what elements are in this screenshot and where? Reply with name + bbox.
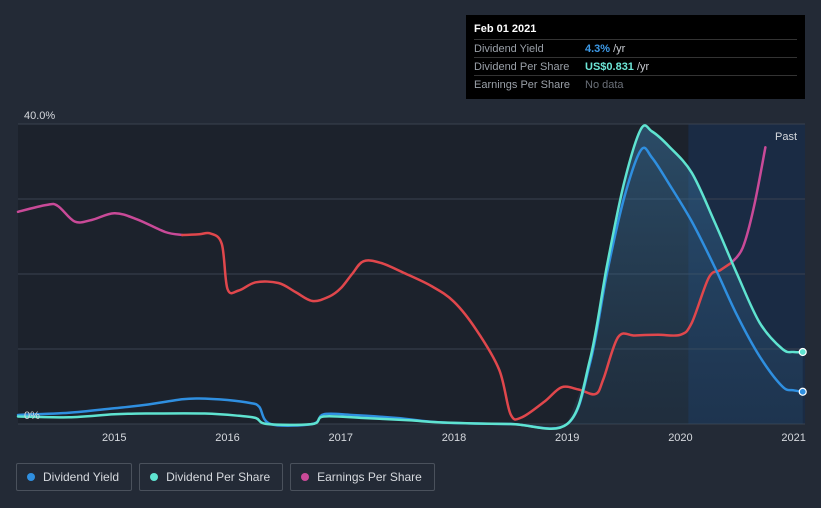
legend-label: Earnings Per Share: [317, 470, 422, 484]
legend-dot-icon: [27, 473, 35, 481]
legend-label: Dividend Yield: [43, 470, 120, 484]
end-marker: [798, 387, 807, 396]
tooltip-label: Dividend Per Share: [474, 60, 570, 73]
tooltip-row-dividend-yield: Dividend Yield 4.3% /yr: [474, 39, 797, 57]
x-tick-label: 2016: [215, 432, 239, 444]
x-tick-label: 2021: [781, 432, 805, 444]
legend-dot-icon: [301, 473, 310, 481]
tooltip-row-earnings-per-share: Earnings Per Share No data: [474, 75, 797, 93]
y-tick-label: 0%: [24, 410, 40, 422]
earnings-per-share-line-segment: [16, 202, 184, 237]
dividend-per-share-line: [16, 124, 804, 430]
x-tick-label: 2018: [442, 432, 466, 444]
tooltip-unit: /yr: [613, 42, 626, 55]
legend-item-dividend-per-share[interactable]: Dividend Per Share: [139, 463, 284, 491]
tooltip-panel: Feb 01 2021 Dividend Yield 4.3% /yr Divi…: [466, 15, 805, 99]
tooltip-value: No data: [585, 78, 624, 91]
dividend-area-fill: [567, 125, 803, 424]
tooltip-row-dividend-per-share: Dividend Per Share US$0.831 /yr: [474, 57, 797, 75]
tooltip-value: 4.3%: [585, 42, 611, 55]
tooltip-unit: /yr: [636, 60, 650, 73]
legend: Dividend Yield Dividend Per Share Earnin…: [16, 463, 435, 491]
x-tick-label: 2015: [102, 432, 126, 444]
x-tick-label: 2019: [555, 432, 579, 444]
x-tick-label: 2020: [668, 432, 692, 444]
legend-item-earnings-per-share[interactable]: Earnings Per Share: [290, 463, 435, 491]
x-axis-labels: 2015 2016 2017 2018 2019 2020 2021: [102, 432, 806, 444]
area-fill: [567, 125, 803, 424]
tooltip-label: Dividend Yield: [474, 42, 544, 55]
end-markers: [798, 347, 807, 396]
series-lines: [16, 124, 804, 430]
earnings-per-share-line-segment: [180, 231, 733, 421]
legend-dot-icon: [150, 473, 159, 481]
tooltip-label: Earnings Per Share: [474, 78, 570, 91]
earnings-per-share-line-segment: [730, 146, 767, 265]
y-tick-label: 40.0%: [24, 110, 55, 122]
legend-label: Dividend Per Share: [166, 470, 271, 484]
y-axis-labels: 0% 40.0%: [24, 110, 55, 422]
tooltip-date: Feb 01 2021: [474, 23, 537, 35]
legend-item-dividend-yield[interactable]: Dividend Yield: [16, 463, 133, 491]
end-marker: [798, 347, 807, 357]
tooltip-value: US$0.831: [585, 60, 634, 73]
x-tick-label: 2017: [328, 432, 352, 444]
past-label: Past: [775, 131, 797, 143]
